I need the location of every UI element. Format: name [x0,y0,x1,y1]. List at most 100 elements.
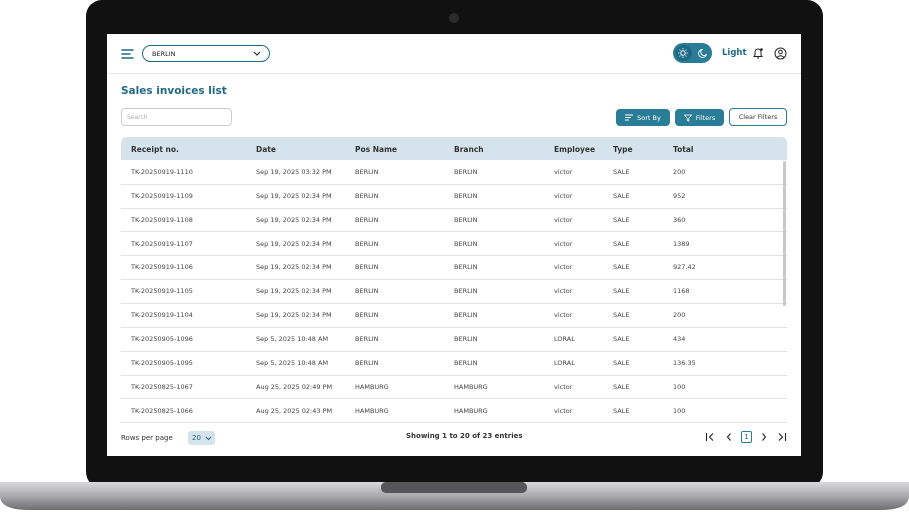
table-cell: BERLIN [355,263,379,272]
table-body: TK-20250919-1110 Sep 19, 2025 03:32 PM BER… [107,160,801,425]
table-row[interactable]: TK-20250905-1096 Sep 5, 2025 10:48 AM BERL… [121,327,787,352]
current-page[interactable]: 1 [741,431,752,443]
search-input[interactable]: Search [121,108,232,126]
table-cell: victor [554,287,573,296]
table-row[interactable]: TK-20250905-1095 Sep 5, 2025 10:48 AM BERL… [121,351,787,376]
table-row[interactable]: TK-20250919-1110 Sep 19, 2025 03:32 PM BER… [121,160,787,185]
table-cell: Sep 19, 2025 02:34 PM [256,263,332,272]
rows-per-page-label: Rows per page [121,434,173,442]
column-header: Pos Name [355,145,397,154]
location-value: BERLIN [152,50,176,58]
table-row[interactable]: TK-20250825-1066 Aug 25, 2025 02:43 PM HAM… [121,399,787,424]
table-cell: 200 [673,311,686,320]
table-cell: Sep 5, 2025 10:48 AM [256,334,329,343]
table-cell: TK-20250919-1109 [131,191,193,200]
table-cell: TK-20250919-1104 [131,311,193,320]
table-cell: 100 [673,406,686,415]
table-cell: BERLIN [454,168,478,176]
sort-label: Sort By [637,113,661,122]
table-cell: victor [554,382,573,391]
table-cell: HAMBURG [454,406,488,415]
table-cell: 360 [673,215,686,224]
theme-toggle[interactable] [673,43,712,63]
moon-icon [698,48,707,58]
table-cell: victor [554,215,573,224]
table-cell: 200 [673,168,686,176]
table-cell: victor [554,191,573,200]
table-cell: Sep 19, 2025 02:34 PM [256,239,332,248]
header-divider [107,73,801,74]
table-row[interactable]: TK-20250919-1108 Sep 19, 2025 02:34 PM BER… [121,208,787,233]
table-cell: BERLIN [355,168,379,176]
bell-icon[interactable] [752,47,764,60]
user-icon[interactable] [774,47,787,60]
table-cell: Aug 25, 2025 02:49 PM [256,382,333,391]
toggle-knob [675,45,692,61]
last-page[interactable] [777,432,787,442]
filters-button[interactable]: Filters [675,109,724,126]
table-cell: SALE [613,239,630,248]
table-cell: SALE [613,263,630,272]
table-cell: Sep 5, 2025 10:48 AM [256,358,329,367]
rows-per-page-value: 20 [192,434,201,442]
table-cell: SALE [613,382,630,391]
table-row[interactable]: TK-20250919-1109 Sep 19, 2025 02:34 PM BER… [121,184,787,209]
menu-icon[interactable] [121,48,135,60]
table-cell: Sep 19, 2025 03:32 PM [256,168,332,176]
table-header: Receipt no. Date Pos Name Branch Employee Typ… [121,137,787,160]
table-cell: victor [554,406,573,415]
column-header: Employee [554,145,596,154]
column-header: Total [673,145,694,154]
table-cell: Sep 19, 2025 02:34 PM [256,311,332,320]
table-row[interactable]: TK-20250825-1067 Aug 25, 2025 02:49 PM HAM… [121,375,787,400]
table-cell: SALE [613,406,630,415]
rows-per-page-select[interactable]: 20 [188,431,215,445]
sort-icon [625,114,634,121]
next-page[interactable] [759,432,769,442]
table-cell: TK-20250919-1106 [131,263,193,272]
clear-filters-button[interactable]: Clear Filters [729,108,787,126]
table-cell: TK-20250919-1107 [131,239,193,248]
table-cell: SALE [613,215,630,224]
table-cell: SALE [613,311,630,320]
laptop-base [0,482,909,510]
sort-button[interactable]: Sort By [616,109,670,126]
table-row[interactable]: TK-20250919-1106 Sep 19, 2025 02:34 PM BER… [121,255,787,281]
table-cell: SALE [613,287,630,296]
table-cell: TK-20250919-1105 [131,287,193,296]
filter-icon [683,114,692,122]
table-cell: victor [554,263,573,272]
location-select[interactable]: BERLIN [142,45,270,62]
table-cell: Sep 19, 2025 02:34 PM [256,191,332,200]
table-cell: SALE [613,358,630,367]
column-header: Branch [454,145,484,154]
table-row[interactable]: TK-20250919-1107 Sep 19, 2025 02:34 PM BER… [121,232,787,257]
table-cell: HAMBURG [454,382,488,391]
table-cell: BERLIN [355,311,379,320]
table-cell: TK-20250919-1110 [131,168,193,176]
screen: BERLIN Light Sales invoices list Search … [107,34,801,456]
table-cell: BERLIN [454,334,478,343]
table-cell: BERLIN [454,358,478,367]
column-header: Date [256,145,276,154]
prev-page[interactable] [724,432,734,442]
table-cell: BERLIN [355,191,379,200]
table-cell: Aug 25, 2025 02:43 PM [256,406,333,415]
table-cell: 927.42 [673,263,696,272]
table-cell: 1168 [673,287,690,296]
table-cell: TK-20250919-1108 [131,215,193,224]
table-cell: TK-20250825-1067 [131,382,193,391]
table-row[interactable]: TK-20250919-1105 Sep 19, 2025 02:34 PM BER… [121,279,787,305]
first-page[interactable] [705,432,715,442]
table-cell: BERLIN [454,239,478,248]
table-cell: 1389 [673,239,690,248]
table-cell: LORAL [554,334,575,343]
page-title: Sales invoices list [121,85,227,97]
table-cell: victor [554,239,573,248]
table-cell: HAMBURG [355,382,389,391]
table-cell: BERLIN [355,215,379,224]
column-header: Receipt no. [131,145,179,154]
table-row[interactable]: TK-20250919-1104 Sep 19, 2025 02:34 PM BER… [121,303,787,328]
filters-label: Filters [695,113,716,122]
table-cell: LORAL [554,358,575,367]
